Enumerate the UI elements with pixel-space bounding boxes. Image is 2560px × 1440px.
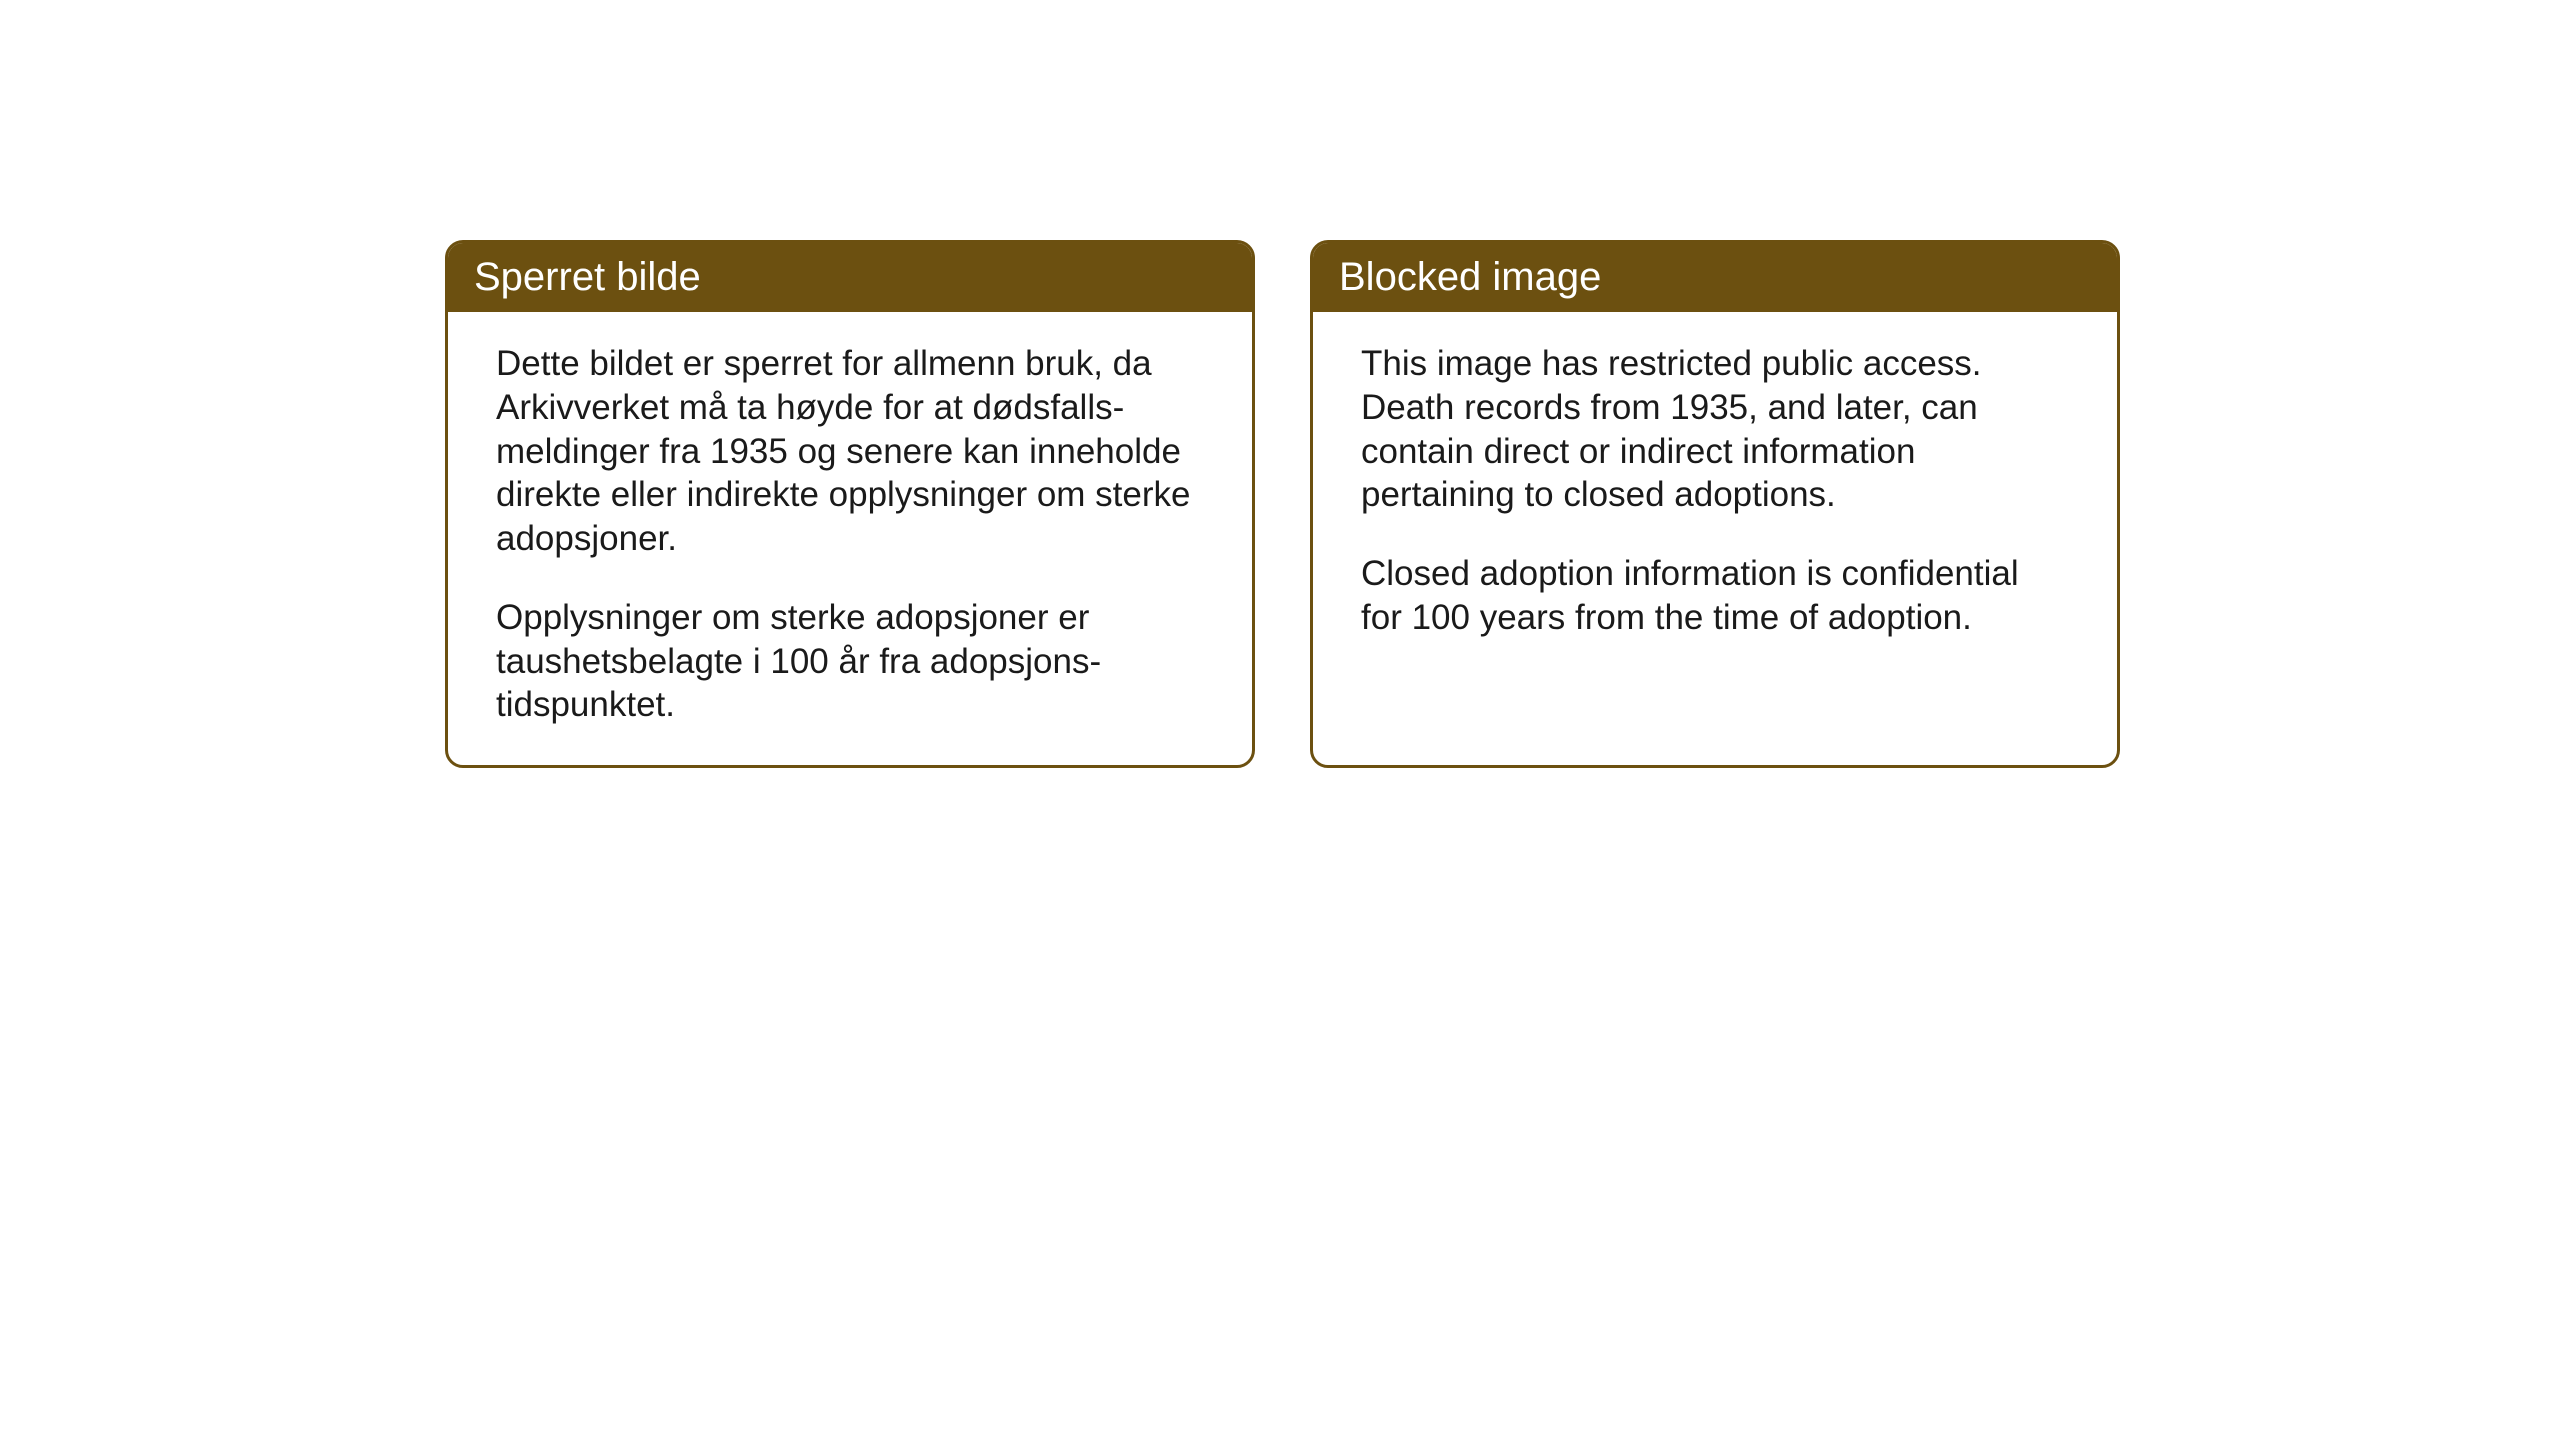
english-paragraph-1: This image has restricted public access.… [1361, 342, 2069, 517]
english-card-header: Blocked image [1313, 243, 2117, 312]
english-paragraph-2: Closed adoption information is confident… [1361, 552, 2069, 640]
norwegian-paragraph-2: Opplysninger om sterke adopsjoner er tau… [496, 596, 1204, 727]
norwegian-paragraph-1: Dette bildet er sperret for allmenn bruk… [496, 342, 1204, 561]
norwegian-notice-card: Sperret bilde Dette bildet er sperret fo… [445, 240, 1255, 768]
english-card-body: This image has restricted public access.… [1313, 312, 2117, 732]
norwegian-card-header: Sperret bilde [448, 243, 1252, 312]
notice-container: Sperret bilde Dette bildet er sperret fo… [445, 240, 2120, 768]
norwegian-card-body: Dette bildet er sperret for allmenn bruk… [448, 312, 1252, 765]
norwegian-card-title: Sperret bilde [474, 255, 701, 299]
english-notice-card: Blocked image This image has restricted … [1310, 240, 2120, 768]
english-card-title: Blocked image [1339, 255, 1601, 299]
